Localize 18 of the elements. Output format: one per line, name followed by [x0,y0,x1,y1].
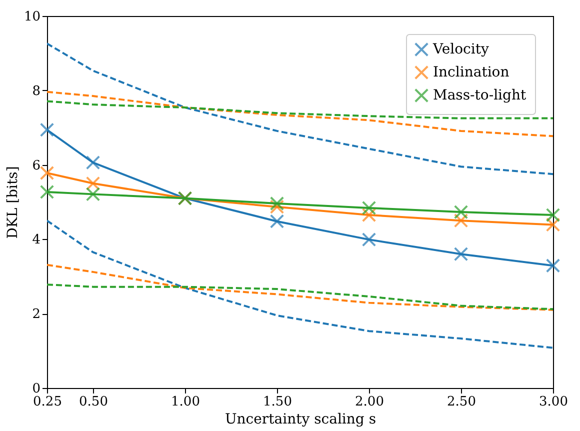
x-axis-title: Uncertainty scaling s [224,412,376,428]
x-tick-label: 3.00 [539,394,568,410]
y-tick-label: 10 [24,10,40,24]
x-tick-label: 0.50 [79,394,108,410]
x-tick-label: 1.00 [171,394,200,410]
x-tick-label: 2.00 [355,394,384,410]
x-tick-label: 1.50 [263,394,292,410]
y-tick-label: 2 [32,307,40,322]
legend-label: Velocity [432,42,489,58]
x-tick-label: 2.50 [447,394,476,410]
y-tick-label: 0 [32,382,40,396]
y-tick-label: 4 [32,232,40,248]
legend-label: Inclination [433,64,510,80]
y-tick-label: 6 [32,158,40,174]
x-tick-label: 0.25 [33,394,62,410]
legend-label: Mass-to-light [433,88,526,104]
y-tick-label: 8 [32,84,40,99]
y-axis-title: DKL [bits] [4,166,21,239]
